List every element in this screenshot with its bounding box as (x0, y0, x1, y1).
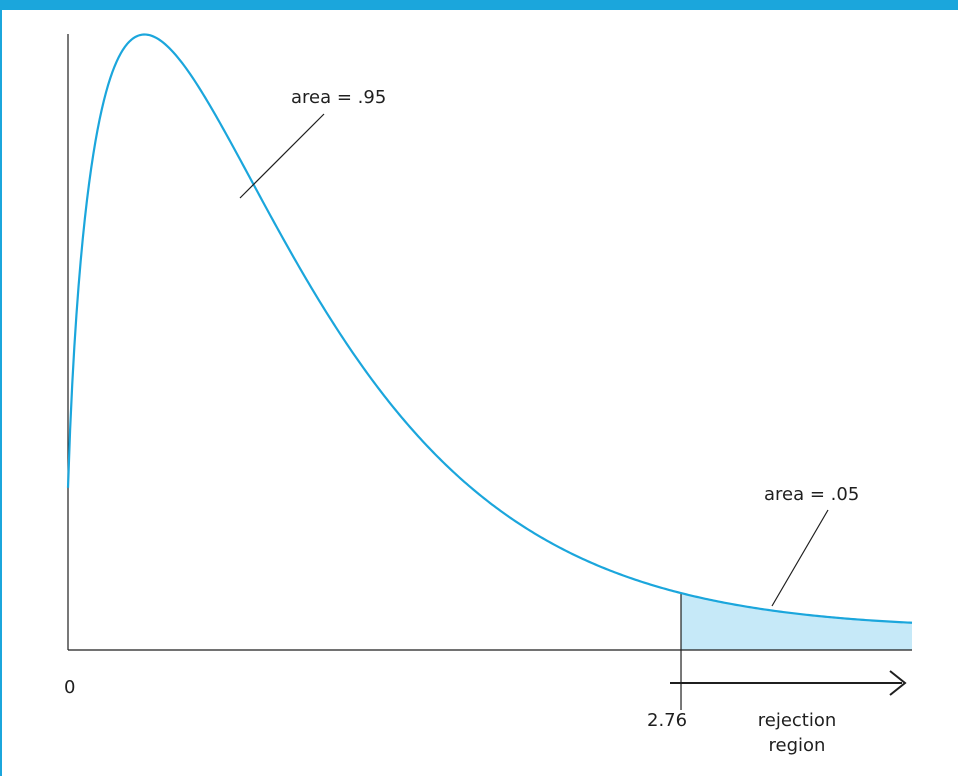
rejection-region-label-line2: region (769, 735, 826, 756)
accent-top-bar (2, 0, 958, 10)
rejection-leader-line (771, 509, 829, 607)
rejection-region-fill (681, 593, 912, 650)
tick-label-critical-value: 2.76 (647, 710, 687, 731)
rejection-area-label: area = .05 (764, 484, 859, 505)
density-curve (66, 33, 913, 624)
rejection-region-label-line1: rejection (758, 710, 837, 731)
rejection-arrow-head (889, 670, 907, 696)
tick-label-zero: 0 (64, 677, 75, 698)
acceptance-leader-line (239, 113, 325, 199)
acceptance-area-label: area = .95 (291, 87, 386, 108)
